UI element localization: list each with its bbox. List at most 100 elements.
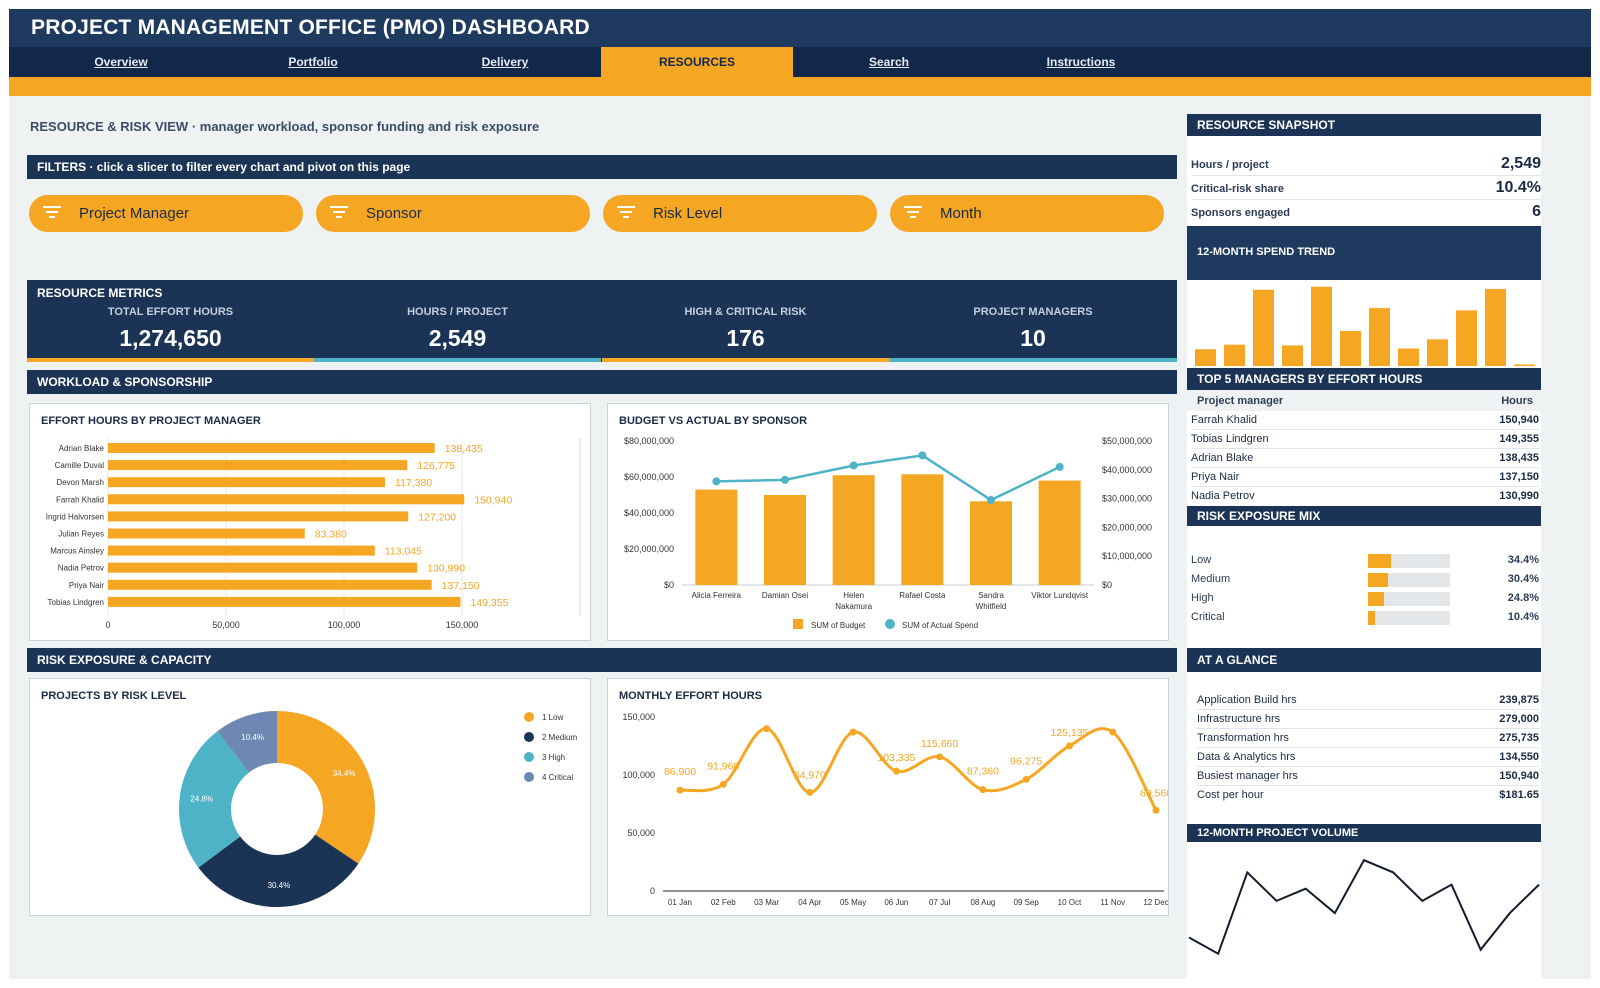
data-label: 149,355 — [470, 597, 508, 609]
risk-label: Medium — [1191, 573, 1231, 585]
bar — [1369, 308, 1390, 366]
point — [987, 496, 995, 505]
point — [936, 753, 944, 761]
glance-label: Application Build hrs — [1197, 694, 1297, 706]
data-label: 87,360 — [967, 766, 999, 778]
card-budget-actual: BUDGET VS ACTUAL BY SPONSOR $0 $20,000,00… — [607, 403, 1169, 641]
data-label: 86,900 — [664, 766, 696, 778]
y-tick-label: Adrian Blake — [59, 444, 105, 453]
tab-portfolio[interactable]: Portfolio — [288, 55, 338, 69]
y-tick-label: 100,000 — [622, 770, 655, 780]
x-tick-label: 03 Mar — [754, 898, 779, 907]
risk-track — [1368, 611, 1450, 625]
donut-slice — [198, 834, 359, 907]
data-label: 127,200 — [418, 511, 456, 523]
bar — [1485, 289, 1506, 366]
tab-delivery[interactable]: Delivery — [481, 55, 529, 69]
slicer-project-manager[interactable]: Project Manager — [29, 195, 303, 232]
metric-total-effort: TOTAL EFFORT HOURS 1,274,650 — [27, 306, 314, 362]
metric-value: 2,549 — [428, 325, 487, 351]
metric-label: PROJECT MANAGERS — [973, 306, 1093, 318]
snapshot-value: 10.4% — [1495, 179, 1541, 196]
monthly-effort-chart: 0 50,000 100,000 150,000 01 Jan 86,900 02 Feb 9… — [622, 712, 1168, 907]
project-volume-chart — [1188, 858, 1540, 956]
bar — [108, 511, 409, 522]
tab-search[interactable]: Search — [868, 55, 910, 69]
bar — [695, 489, 738, 585]
slicer-sponsor[interactable]: Sponsor — [316, 195, 590, 232]
y-tick-label: $40,000,000 — [624, 508, 674, 518]
metric-value: 10 — [1020, 325, 1046, 351]
snapshot-label: Sponsors engaged — [1191, 207, 1291, 219]
bar — [1340, 330, 1361, 366]
tab-resources[interactable]: RESOURCES — [601, 47, 793, 77]
chart-title: MONTHLY EFFORT HOURS — [619, 690, 763, 702]
effort-hours-chart: 0 50,000 100,000 150,000 Adrian Blake 138,435… — [46, 438, 581, 630]
glance-value: 279,000 — [1499, 713, 1539, 725]
legend-label: 3 High — [542, 753, 565, 762]
nav-bar: Overview Portfolio Delivery RESOURCES Se… — [9, 47, 1591, 77]
resource-metrics: RESOURCE METRICS TOTAL EFFORT HOURS 1,27… — [27, 280, 1177, 362]
bar — [108, 528, 305, 539]
risk-value: 24.8% — [1507, 592, 1539, 604]
x-tick-label: 07 Jul — [929, 898, 951, 907]
filter-icon — [330, 206, 348, 220]
dashboard-frame: PROJECT MANAGEMENT OFFICE (PMO) DASHBOAR… — [9, 9, 1591, 979]
metric-underline — [27, 358, 314, 362]
y-tick-label: Marcus Ainsley — [50, 547, 104, 556]
slicer-label: Risk Level — [653, 205, 723, 222]
point — [1109, 728, 1117, 736]
point — [849, 461, 858, 470]
glance-label: Cost per hour — [1197, 789, 1264, 801]
slicer-risk-level[interactable]: Risk Level — [603, 195, 877, 232]
bar — [1224, 344, 1245, 366]
y-tick-label: 0 — [650, 886, 655, 896]
manager-name: Priya Nair — [1191, 471, 1240, 483]
bar — [1038, 480, 1081, 585]
data-label: 84,970 — [794, 769, 826, 781]
point — [918, 451, 927, 460]
chart-title: PROJECTS BY RISK LEVEL — [41, 690, 187, 702]
manager-name: Tobias Lindgren — [1191, 433, 1269, 445]
tab-overview[interactable]: Overview — [94, 55, 148, 69]
spend-trend-chart — [1195, 286, 1535, 366]
bar — [970, 501, 1012, 585]
data-label: 137,150 — [442, 580, 480, 592]
slicer-month[interactable]: Month — [890, 195, 1164, 232]
bar — [1282, 345, 1303, 366]
snapshot-value: 6 — [1532, 203, 1541, 220]
bar — [108, 494, 465, 505]
risk-track — [1368, 573, 1450, 587]
legend-label: 2 Medium — [542, 733, 577, 742]
risk-label: Low — [1191, 554, 1212, 566]
risk-label: Critical — [1191, 611, 1225, 623]
metric-label: HIGH & CRITICAL RISK — [684, 306, 807, 318]
legend-swatch — [524, 712, 534, 722]
bar — [1398, 348, 1419, 366]
point — [892, 767, 900, 775]
x-tick-label: 50,000 — [212, 620, 240, 630]
y-tick-label: Tobias Lindgren — [48, 598, 104, 607]
metric-high-critical-risk: HIGH & CRITICAL RISK 176 — [602, 306, 889, 362]
risk-mix-row: Medium 30.4% — [1191, 571, 1539, 590]
data-label: 69,560 — [1140, 787, 1168, 799]
glance-row: Transformation hrs 275,735 — [1197, 729, 1539, 748]
legend-label: SUM of Budget — [811, 621, 866, 630]
legend-swatch — [793, 619, 803, 629]
data-label: 91,960 — [707, 760, 739, 772]
x-tick-label: Whitfield — [976, 602, 1007, 611]
legend-swatch — [885, 619, 895, 629]
x-tick-label: Rafael Costa — [899, 591, 946, 600]
x-tick-label: Damian Osei — [762, 591, 808, 600]
tab-instructions[interactable]: Instructions — [1046, 55, 1116, 69]
dashboard-title: PROJECT MANAGEMENT OFFICE (PMO) DASHBOAR… — [31, 16, 590, 39]
x-tick-label: Nakamura — [835, 602, 872, 611]
glance-label: Data & Analytics hrs — [1197, 751, 1296, 763]
slice-label: 30.4% — [268, 881, 291, 890]
risk-mix-header: RISK EXPOSURE MIX — [1187, 506, 1541, 526]
glance-row: Busiest manager hrs 150,940 — [1197, 767, 1539, 786]
volume-header: 12-MONTH PROJECT VOLUME — [1187, 824, 1541, 842]
bar — [1514, 364, 1535, 366]
y-tick-label: 50,000 — [627, 828, 655, 838]
y-tick-label: Ingrid Halvorsen — [46, 512, 104, 521]
